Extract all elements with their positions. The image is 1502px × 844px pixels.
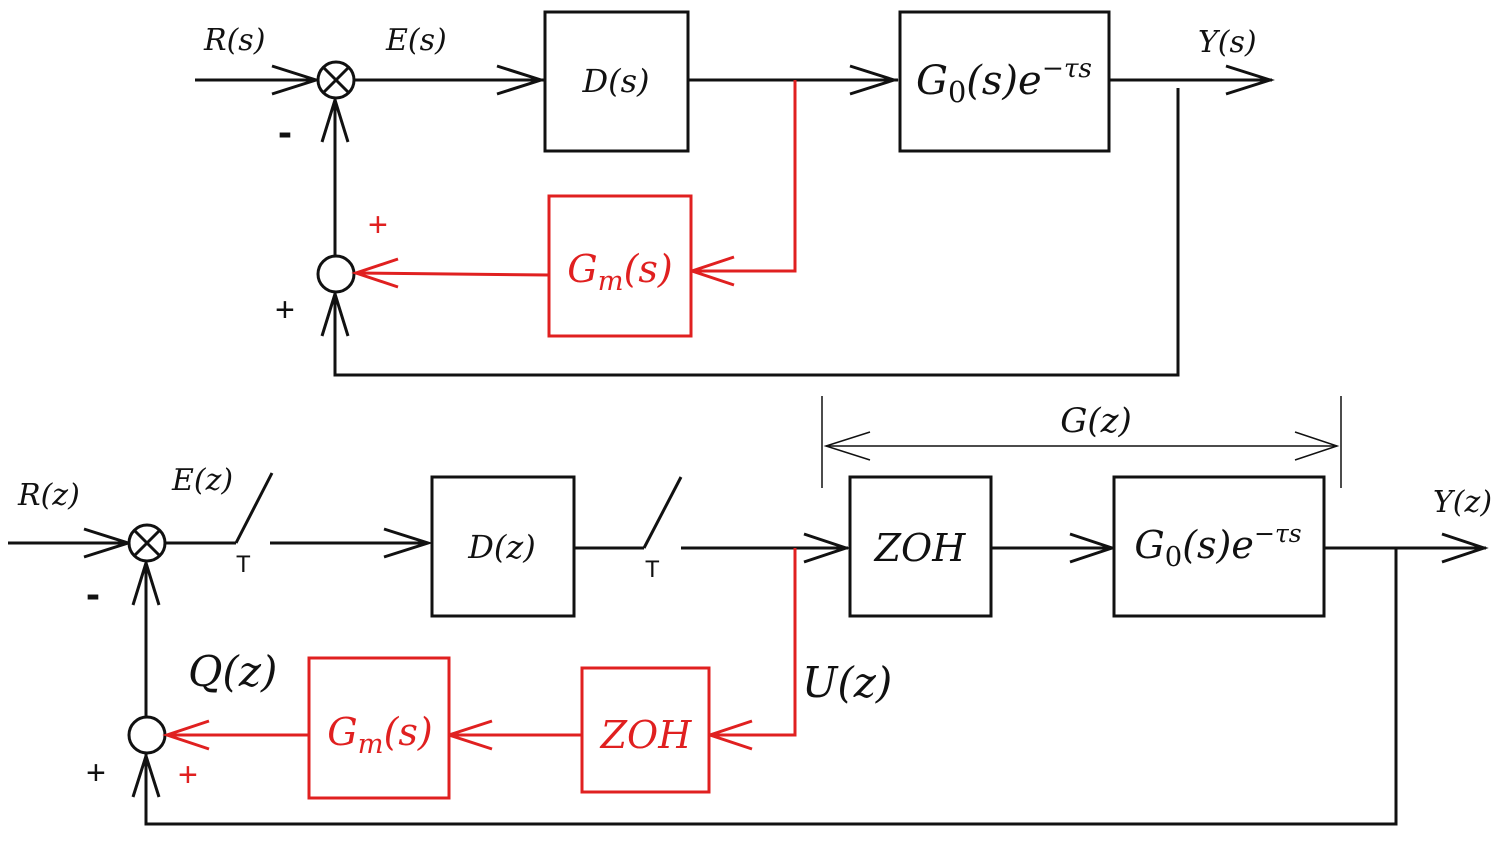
top-controller-block — [543, 10, 690, 153]
bottom-model-output-label: Q(z) — [188, 647, 277, 696]
bottom-summing-junction — [127, 523, 167, 563]
bottom-zoh-label: ZOH — [874, 526, 967, 570]
bottom-plant-label: G0(s)e−τs — [1134, 519, 1301, 573]
bottom-control-label: U(z) — [802, 658, 892, 707]
bottom-diagram: R(z) E(z) Y(z) G(z) U(z) Q(z) T T - + + … — [8, 396, 1492, 826]
top-plus-sign-model: + — [368, 206, 388, 244]
top-error-label: E(s) — [385, 23, 447, 58]
top-model-block — [547, 194, 693, 338]
bottom-error-label: E(z) — [171, 463, 233, 498]
bottom-plus-sign-model: + — [178, 756, 198, 794]
top-output-label: Y(s) — [1198, 25, 1257, 60]
bottom-controller-block — [430, 475, 576, 618]
bottom-model-block — [307, 656, 451, 800]
top-summing-junction — [316, 60, 356, 100]
top-main-lines — [195, 64, 1275, 377]
bottom-zoh-block — [848, 475, 993, 618]
bottom-model-zoh-label: ZOH — [600, 713, 693, 757]
top-controller-label: D(s) — [581, 62, 649, 100]
bottom-plus-sign-feedback: + — [86, 754, 106, 792]
bottom-output-label: Y(z) — [1433, 485, 1492, 520]
bottom-input-label: R(z) — [17, 478, 80, 513]
bottom-span-label: G(z) — [1060, 401, 1132, 441]
top-model-label: Gm(s) — [567, 247, 672, 297]
bottom-model-label: Gm(s) — [327, 710, 432, 760]
bottom-minus-sign: - — [86, 570, 100, 617]
bottom-model-zoh-block — [580, 666, 711, 794]
top-plant-block — [898, 10, 1111, 153]
top-minus-sign: - — [278, 108, 292, 155]
sampler-1-label: T — [236, 551, 251, 578]
bottom-plant-block — [1112, 475, 1326, 618]
bottom-lower-summing-junction — [127, 715, 167, 755]
top-plus-sign-feedback: + — [275, 291, 295, 329]
sampler-2-label: T — [645, 556, 660, 583]
top-plant-label: G0(s)e−τs — [916, 53, 1092, 109]
bottom-main-lines — [8, 396, 1489, 826]
top-input-label: R(s) — [203, 23, 265, 58]
top-diagram: R(s) E(s) Y(s) - + + D(s) G0(s)e−τs Gm(s… — [195, 10, 1275, 377]
top-lower-summing-junction — [316, 254, 356, 294]
bottom-controller-label: D(z) — [467, 528, 535, 566]
